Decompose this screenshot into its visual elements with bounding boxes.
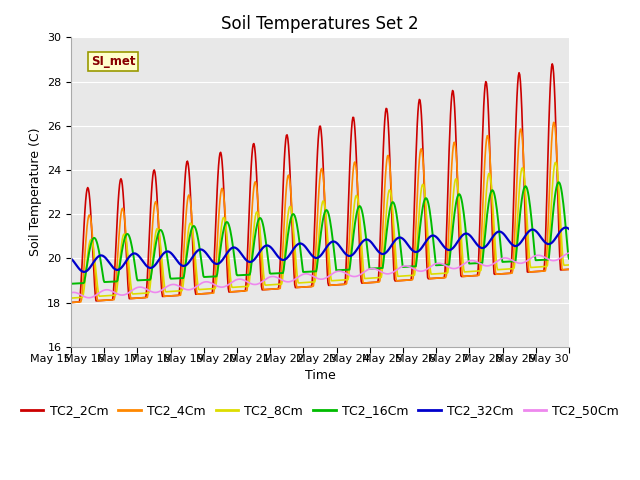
TC2_16Cm xyxy=(127,241,135,247)
TC2_50Cm xyxy=(565,250,573,256)
TC2_32Cm xyxy=(76,267,84,273)
TC2_2Cm xyxy=(395,278,403,284)
TC2_4Cm xyxy=(127,296,135,301)
TC2_32Cm xyxy=(381,251,388,256)
TC2_8Cm xyxy=(76,295,84,300)
TC2_16Cm xyxy=(67,281,75,287)
Title: Soil Temperatures Set 2: Soil Temperatures Set 2 xyxy=(221,15,419,33)
TC2_4Cm xyxy=(204,290,212,296)
TC2_50Cm xyxy=(67,290,75,296)
TC2_32Cm xyxy=(81,269,88,275)
TC2_16Cm xyxy=(178,275,186,281)
TC2_32Cm xyxy=(561,225,569,230)
TC2_50Cm xyxy=(128,288,136,293)
TC2_50Cm xyxy=(205,279,212,285)
Text: SI_met: SI_met xyxy=(91,55,136,68)
TC2_32Cm xyxy=(128,251,136,257)
TC2_2Cm xyxy=(67,300,75,305)
TC2_16Cm xyxy=(565,256,573,262)
Y-axis label: Soil Temperature (C): Soil Temperature (C) xyxy=(29,128,42,256)
TC2_32Cm xyxy=(179,263,186,269)
TC2_32Cm xyxy=(565,226,573,232)
Line: TC2_32Cm: TC2_32Cm xyxy=(71,228,569,272)
TC2_8Cm xyxy=(552,159,559,165)
TC2_32Cm xyxy=(205,254,212,260)
TC2_8Cm xyxy=(127,286,135,292)
Line: TC2_2Cm: TC2_2Cm xyxy=(71,64,569,302)
Line: TC2_16Cm: TC2_16Cm xyxy=(71,182,569,284)
Line: TC2_8Cm: TC2_8Cm xyxy=(71,162,569,298)
TC2_2Cm xyxy=(204,290,212,296)
TC2_16Cm xyxy=(555,180,563,185)
TC2_8Cm xyxy=(178,288,186,294)
TC2_4Cm xyxy=(395,278,403,284)
TC2_8Cm xyxy=(395,274,403,279)
TC2_50Cm xyxy=(381,271,388,276)
TC2_16Cm xyxy=(395,227,403,232)
TC2_4Cm xyxy=(76,299,84,305)
TC2_8Cm xyxy=(565,262,573,268)
TC2_8Cm xyxy=(67,295,75,301)
Line: TC2_4Cm: TC2_4Cm xyxy=(71,122,569,302)
TC2_2Cm xyxy=(178,242,186,248)
Legend: TC2_2Cm, TC2_4Cm, TC2_8Cm, TC2_16Cm, TC2_32Cm, TC2_50Cm: TC2_2Cm, TC2_4Cm, TC2_8Cm, TC2_16Cm, TC2… xyxy=(16,399,624,422)
TC2_8Cm xyxy=(380,243,388,249)
X-axis label: Time: Time xyxy=(305,369,335,382)
TC2_2Cm xyxy=(565,266,573,272)
TC2_32Cm xyxy=(67,256,75,262)
TC2_8Cm xyxy=(204,286,212,292)
TC2_2Cm xyxy=(380,130,388,136)
TC2_2Cm xyxy=(76,294,84,300)
Line: TC2_50Cm: TC2_50Cm xyxy=(71,253,569,298)
TC2_16Cm xyxy=(76,280,84,286)
TC2_4Cm xyxy=(565,266,573,272)
TC2_16Cm xyxy=(380,253,388,259)
TC2_16Cm xyxy=(204,274,212,280)
TC2_4Cm xyxy=(178,280,186,286)
TC2_2Cm xyxy=(548,61,556,67)
TC2_4Cm xyxy=(550,120,557,125)
TC2_50Cm xyxy=(76,291,84,297)
TC2_4Cm xyxy=(67,300,75,305)
TC2_4Cm xyxy=(380,199,388,205)
TC2_50Cm xyxy=(179,285,186,291)
TC2_50Cm xyxy=(396,265,403,271)
TC2_2Cm xyxy=(127,296,135,301)
TC2_50Cm xyxy=(85,295,93,300)
TC2_32Cm xyxy=(396,235,403,240)
